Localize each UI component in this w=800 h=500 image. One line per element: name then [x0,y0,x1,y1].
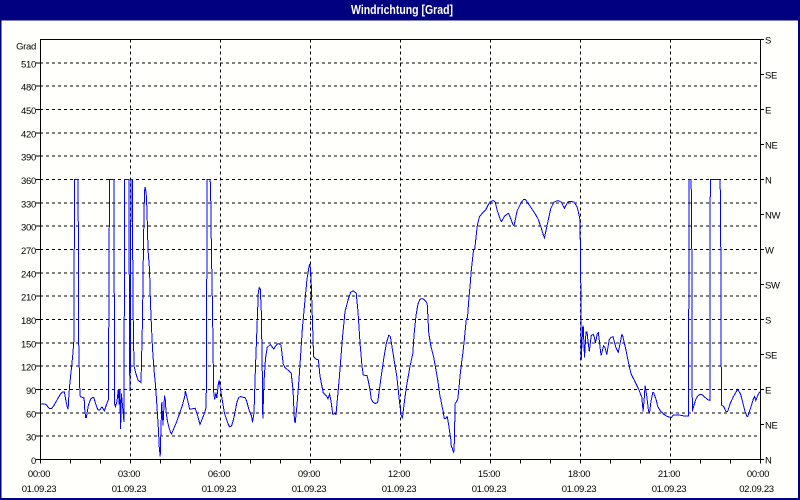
svg-text:18:00: 18:00 [568,469,590,480]
svg-text:01.09.23: 01.09.23 [202,484,237,495]
svg-text:240: 240 [21,269,36,280]
svg-text:360: 360 [21,176,36,187]
svg-text:01.09.23: 01.09.23 [382,484,417,495]
svg-text:15:00: 15:00 [478,469,500,480]
svg-text:00:00: 00:00 [747,469,769,480]
svg-text:SE: SE [765,351,777,362]
svg-text:S: S [765,316,771,327]
svg-text:510: 510 [21,59,36,70]
svg-text:180: 180 [21,316,36,327]
svg-text:03:00: 03:00 [118,469,140,480]
svg-text:150: 150 [21,339,36,350]
svg-text:210: 210 [21,293,36,304]
svg-text:06:00: 06:00 [208,469,230,480]
svg-text:Windrichtung [Grad]: Windrichtung [Grad] [351,2,453,17]
svg-text:E: E [765,106,771,117]
svg-text:12:00: 12:00 [388,469,410,480]
svg-text:NE: NE [765,421,778,432]
svg-text:SE: SE [765,71,777,82]
svg-text:00:00: 00:00 [28,469,50,480]
svg-text:NE: NE [765,141,778,152]
svg-text:390: 390 [21,153,36,164]
svg-text:09:00: 09:00 [298,469,320,480]
svg-text:21:00: 21:00 [658,469,680,480]
svg-text:02.09.23: 02.09.23 [739,484,774,495]
svg-text:01.09.23: 01.09.23 [112,484,147,495]
svg-text:NW: NW [765,211,781,222]
svg-text:0: 0 [31,456,36,467]
svg-text:01.09.23: 01.09.23 [472,484,507,495]
svg-text:90: 90 [26,386,36,397]
svg-text:300: 300 [21,223,36,234]
svg-text:30: 30 [26,433,36,444]
svg-text:01.09.23: 01.09.23 [562,484,597,495]
svg-text:W: W [765,246,774,257]
svg-text:N: N [765,176,772,187]
svg-text:420: 420 [21,129,36,140]
svg-text:330: 330 [21,199,36,210]
svg-text:450: 450 [21,106,36,117]
svg-text:E: E [765,386,771,397]
svg-text:Grad: Grad [16,42,36,53]
svg-text:S: S [765,36,771,47]
svg-text:60: 60 [26,409,36,420]
svg-text:01.09.23: 01.09.23 [652,484,687,495]
svg-text:N: N [765,456,772,467]
svg-text:120: 120 [21,363,36,374]
svg-text:SW: SW [765,281,780,292]
svg-text:01.09.23: 01.09.23 [22,484,57,495]
svg-text:270: 270 [21,246,36,257]
svg-text:01.09.23: 01.09.23 [292,484,327,495]
svg-text:480: 480 [21,83,36,94]
